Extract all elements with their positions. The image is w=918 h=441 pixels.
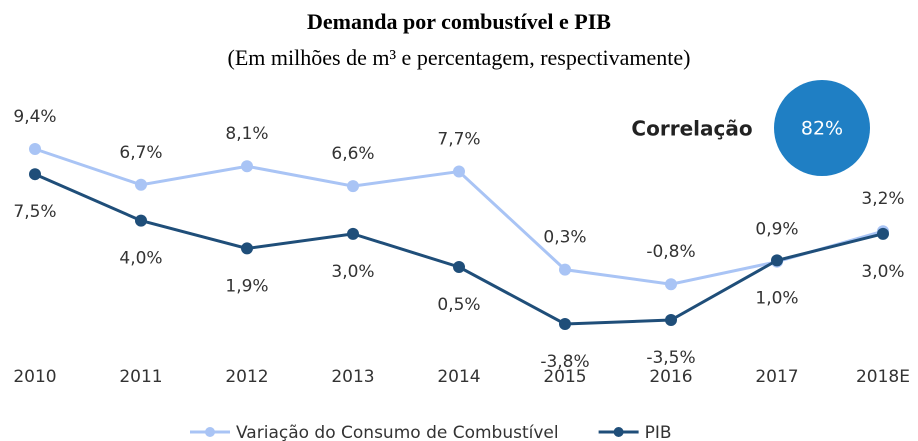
data-label: 6,6% bbox=[331, 144, 374, 164]
data-point bbox=[559, 318, 571, 330]
data-label: 0,9% bbox=[755, 220, 798, 240]
data-point bbox=[665, 314, 677, 327]
data-label: 7,7% bbox=[437, 130, 480, 150]
legend-marker bbox=[613, 427, 624, 437]
data-point bbox=[453, 165, 465, 178]
data-point bbox=[241, 160, 253, 173]
annotation-circle bbox=[774, 80, 870, 176]
data-point bbox=[453, 260, 465, 273]
x-tick-label: 2016 bbox=[649, 367, 692, 387]
chart-subtitle: (Em milhões de m³ e percentagem, respect… bbox=[228, 45, 691, 70]
chart-title: Demanda por combustível e PIB bbox=[307, 9, 611, 34]
data-label: 3,2% bbox=[861, 189, 904, 209]
annotation-value: 82% bbox=[801, 118, 843, 140]
data-point bbox=[559, 263, 571, 276]
data-label: 8,1% bbox=[225, 124, 268, 144]
data-point bbox=[347, 180, 359, 193]
data-point bbox=[877, 227, 889, 240]
annotation-label: Correlação bbox=[631, 117, 752, 141]
x-tick-label: 2015 bbox=[543, 367, 586, 387]
data-point bbox=[665, 278, 677, 291]
data-label: 9,4% bbox=[13, 107, 56, 127]
legend-marker bbox=[205, 427, 215, 437]
x-tick-label: 2017 bbox=[755, 367, 798, 387]
x-tick-label: 2018E bbox=[856, 367, 910, 387]
x-tick-label: 2012 bbox=[225, 367, 268, 387]
x-tick-label: 2010 bbox=[13, 367, 56, 387]
data-label: -3,5% bbox=[646, 348, 695, 368]
data-label: 3,0% bbox=[331, 262, 374, 282]
data-label: 1,0% bbox=[755, 288, 798, 308]
data-point bbox=[241, 242, 253, 255]
data-label: -0,8% bbox=[646, 242, 695, 262]
data-point bbox=[771, 254, 783, 267]
data-label: 7,5% bbox=[13, 202, 56, 222]
legend-label: PIB bbox=[645, 423, 672, 441]
data-label: -3,8% bbox=[540, 352, 589, 372]
data-label: 6,7% bbox=[119, 143, 162, 163]
data-point bbox=[135, 214, 147, 227]
data-point bbox=[29, 143, 41, 155]
data-label: 3,0% bbox=[861, 262, 904, 282]
data-point bbox=[135, 178, 147, 191]
legend-label: Variação do Consumo de Combustível bbox=[236, 423, 559, 441]
data-point bbox=[29, 168, 41, 181]
data-label: 1,9% bbox=[225, 276, 268, 296]
x-tick-label: 2013 bbox=[331, 367, 374, 387]
data-point bbox=[347, 227, 359, 240]
x-tick-label: 2011 bbox=[119, 367, 162, 387]
data-label: 4,0% bbox=[119, 249, 162, 269]
data-label: 0,3% bbox=[543, 228, 586, 248]
x-tick-label: 2014 bbox=[437, 367, 480, 387]
data-label: 0,5% bbox=[437, 295, 480, 315]
